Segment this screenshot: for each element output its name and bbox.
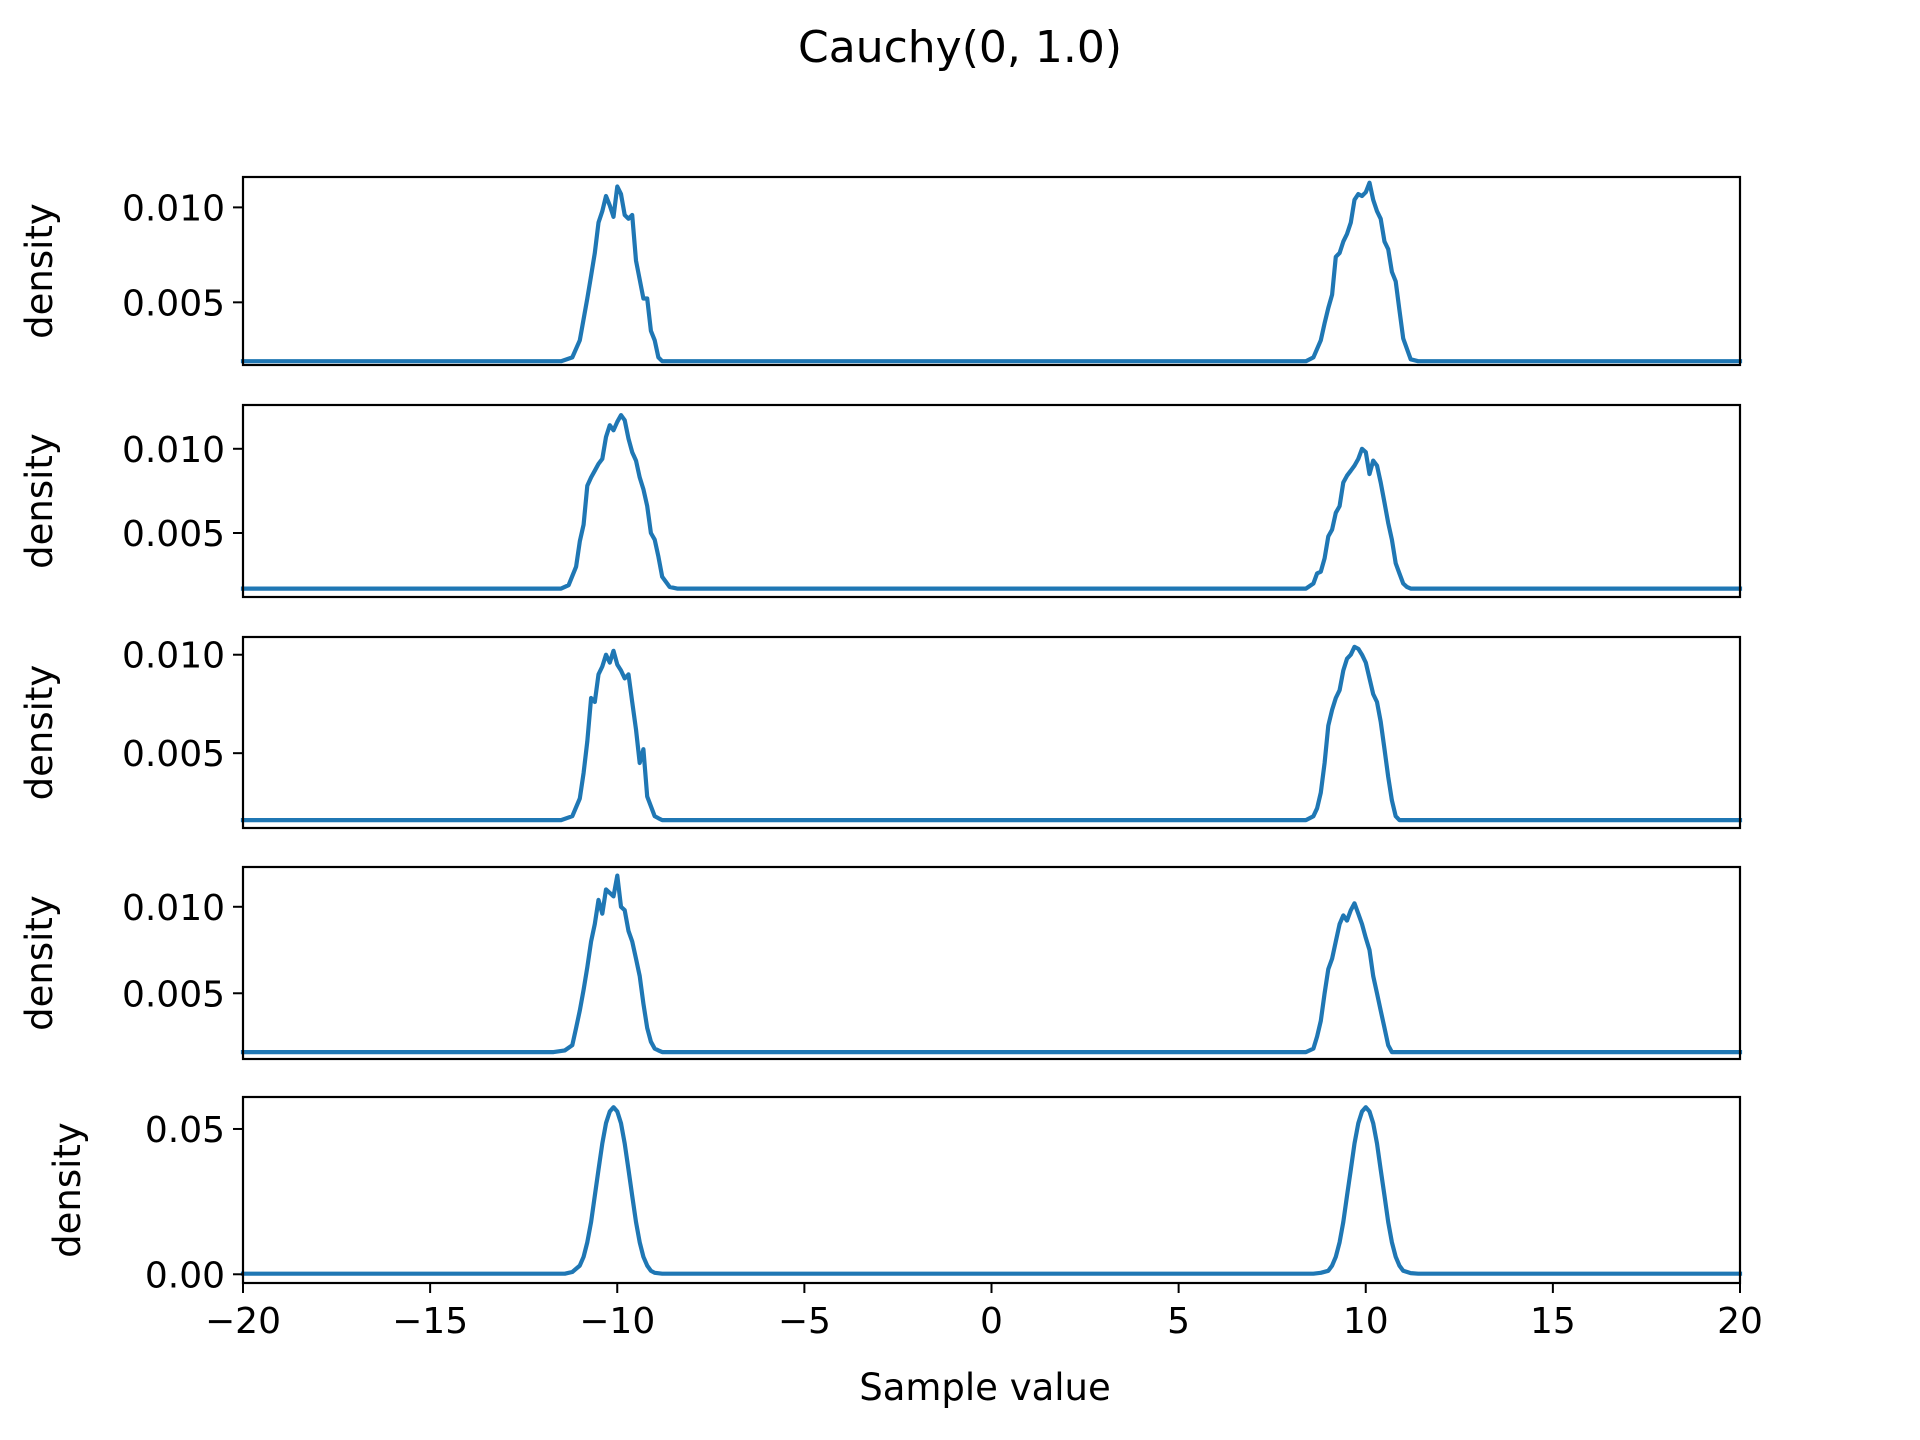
x-tick-label-8: 15 — [1530, 1301, 1576, 1342]
y-axis-label-2: density — [18, 433, 61, 569]
chart-panel-2: 0.005 0.010 density — [18, 403, 1743, 599]
density-line-4-1 — [240, 873, 1743, 1055]
chart-panel-1: 0.005 0.010 density — [18, 175, 1743, 367]
axes-frame-2 — [241, 403, 1742, 599]
x-tick-label-7: 10 — [1343, 1301, 1389, 1342]
y-tick-label-2-1: 0.005 — [122, 514, 225, 555]
y-axis-label-4: density — [18, 895, 61, 1031]
y-tick-label-1-2: 0.010 — [122, 188, 225, 229]
x-tick-label-5: 0 — [980, 1301, 1003, 1342]
axes-frame-3 — [241, 635, 1742, 830]
chart-panel-4: 0.005 0.010 density — [18, 865, 1743, 1061]
axes-frame-4 — [241, 865, 1742, 1061]
y-tick-label-5-2: 0.05 — [145, 1110, 225, 1151]
density-line-1-1 — [240, 180, 1743, 364]
axes-frame-1 — [241, 175, 1742, 367]
x-tick-label-4: −5 — [778, 1301, 831, 1342]
figure-title: Cauchy(0, 1.0) — [798, 22, 1122, 73]
density-line-3-1 — [240, 644, 1743, 823]
y-tick-label-1-1: 0.005 — [122, 283, 225, 324]
x-tick-label-1: −20 — [205, 1301, 281, 1342]
y-tick-label-3-2: 0.010 — [122, 636, 225, 677]
y-tick-label-2-2: 0.010 — [122, 430, 225, 471]
x-tick-label-6: 5 — [1167, 1301, 1190, 1342]
y-tick-label-5-1: 0.00 — [145, 1255, 225, 1296]
y-axis-label-1: density — [18, 203, 61, 339]
y-axis-label-5: density — [46, 1122, 89, 1258]
y-tick-label-3-1: 0.005 — [122, 734, 225, 775]
x-axis-label: Sample value — [859, 1366, 1111, 1409]
chart-panel-3: 0.005 0.010 density — [18, 635, 1743, 830]
chart-panel-5: 0.00 0.05 density −20 −15 −10 −5 0 5 10 15 20 — [46, 1095, 1763, 1342]
y-tick-label-4-1: 0.005 — [122, 974, 225, 1015]
density-line-2-1 — [240, 413, 1743, 591]
x-tick-label-2: −15 — [392, 1301, 468, 1342]
x-tick-label-3: −10 — [579, 1301, 655, 1342]
panels: 0.0050.010density0.0050.010density0.0050… — [18, 175, 1763, 1342]
y-axis-label-3: density — [18, 665, 61, 801]
x-tick-label-9: 20 — [1717, 1301, 1763, 1342]
y-tick-label-4-2: 0.010 — [122, 888, 225, 929]
density-line-5-1 — [240, 1105, 1743, 1276]
